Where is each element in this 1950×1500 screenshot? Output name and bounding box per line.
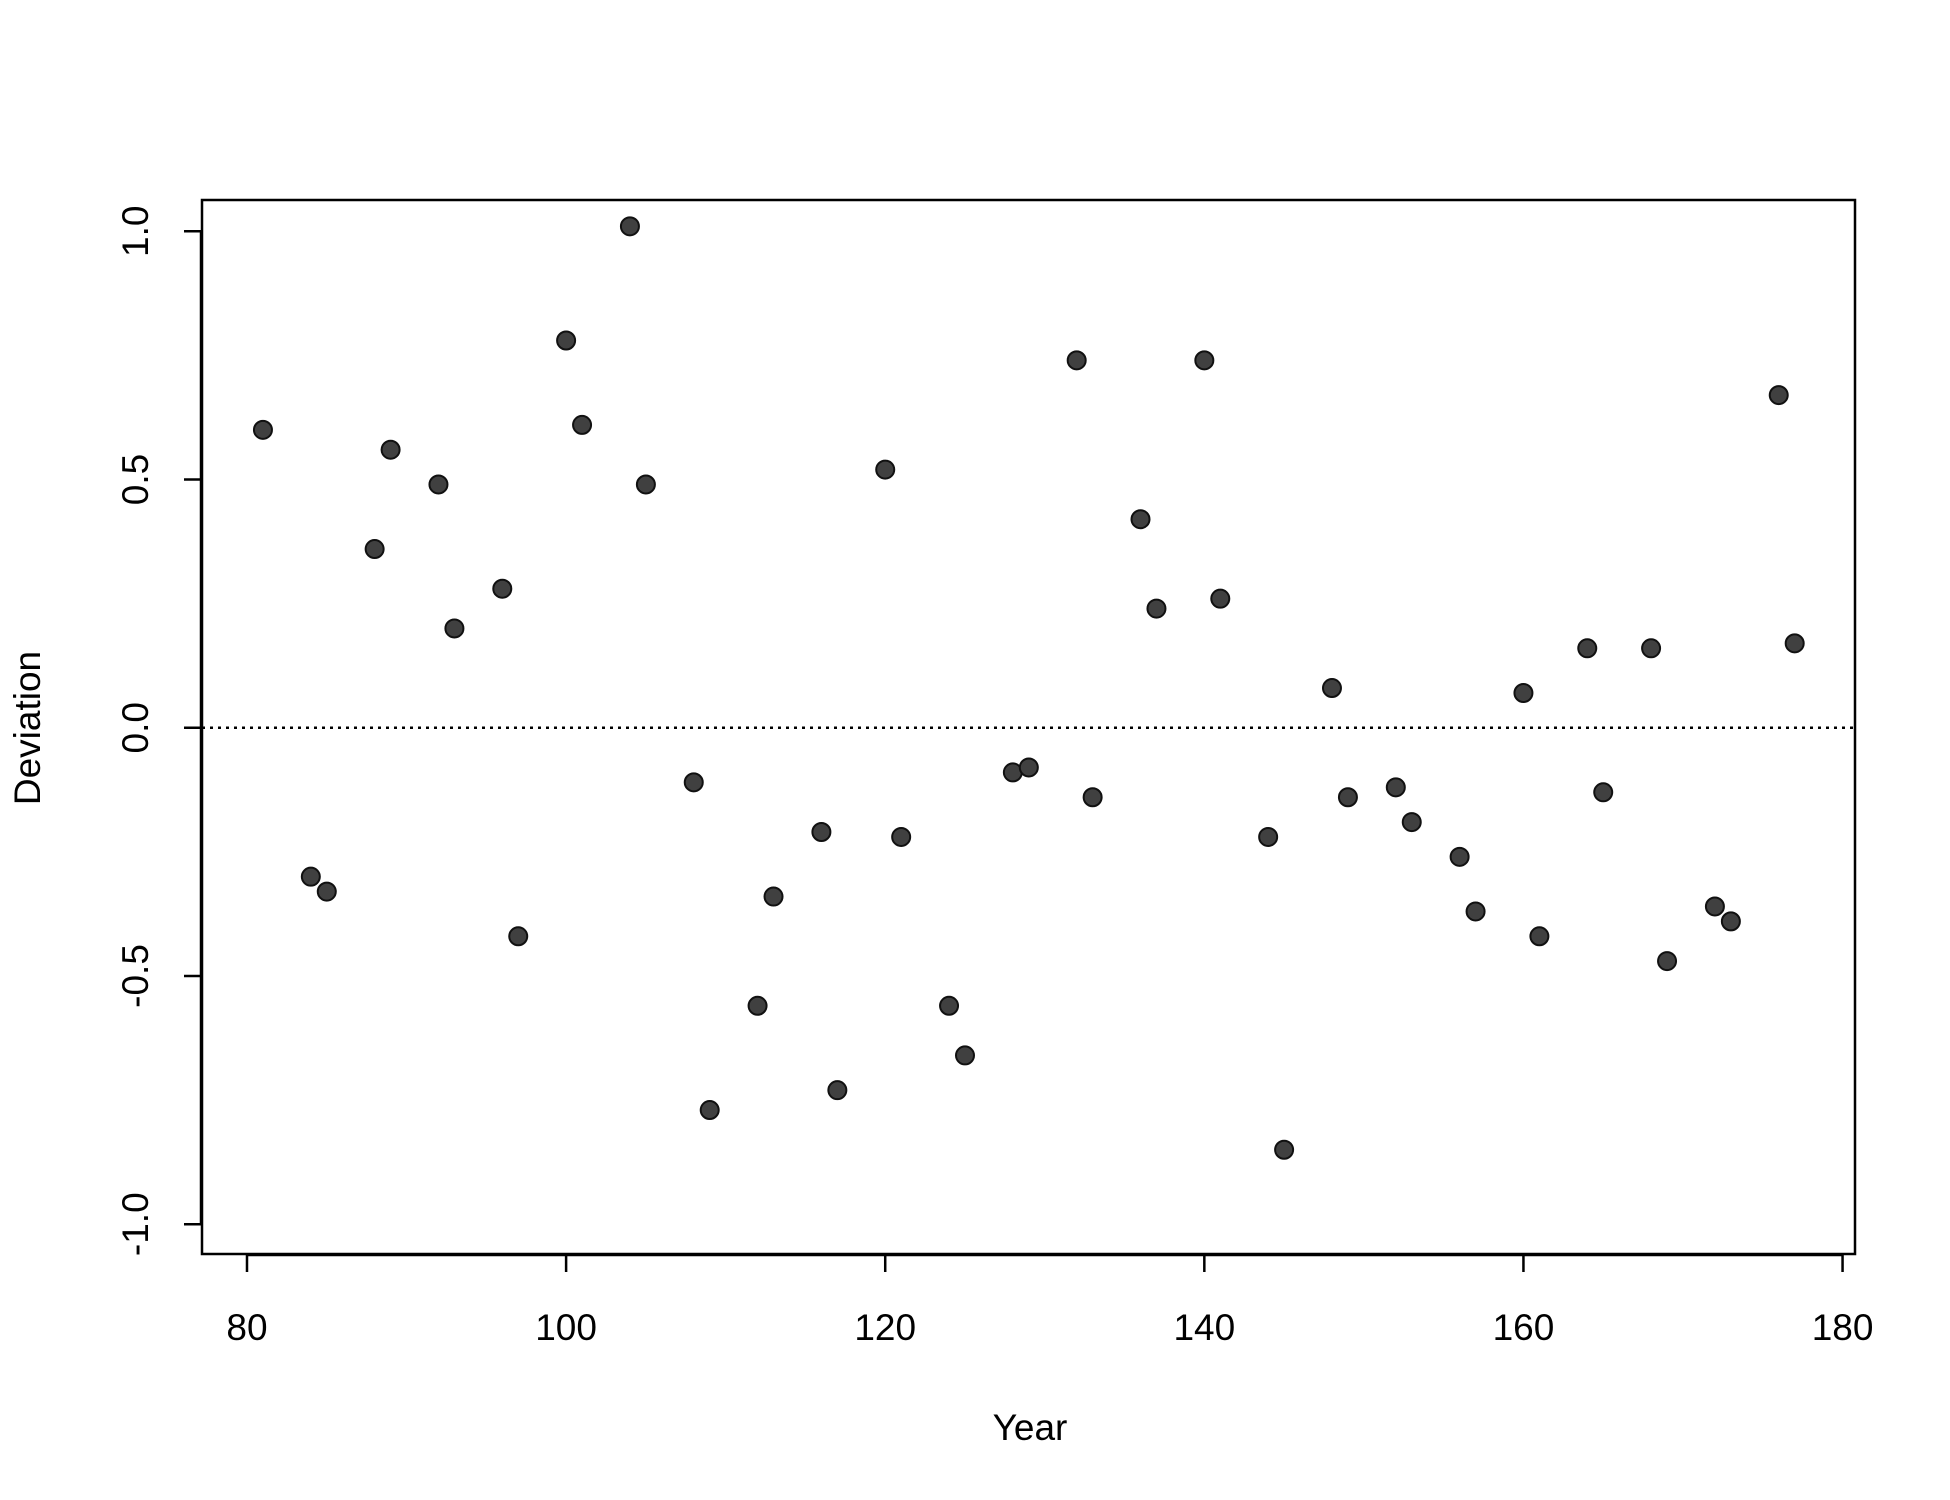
point [1082, 787, 1103, 808]
point [1274, 1139, 1295, 1160]
point [635, 474, 656, 495]
point [747, 995, 768, 1016]
point [1768, 385, 1789, 406]
y-tick-label: 1.0 [115, 206, 156, 257]
point [1641, 638, 1662, 659]
point [1513, 682, 1534, 703]
point [1465, 901, 1486, 922]
point [891, 826, 912, 847]
point [380, 439, 401, 460]
x-tick-label: 100 [535, 1307, 597, 1348]
point [699, 1100, 720, 1121]
point [300, 866, 321, 887]
point [316, 881, 337, 902]
y-tick-label: -1.0 [115, 1192, 156, 1256]
point [1146, 598, 1167, 619]
point [619, 216, 640, 237]
point [364, 539, 385, 560]
y-tick-label: -0.5 [115, 944, 156, 1008]
x-tick-label: 80 [226, 1307, 267, 1348]
point [1529, 926, 1550, 947]
y-axis-label: Deviation [7, 651, 48, 805]
point [827, 1080, 848, 1101]
point [1593, 782, 1614, 803]
point [683, 772, 704, 793]
point [1704, 896, 1725, 917]
point [811, 822, 832, 843]
point [875, 459, 896, 480]
y-tick-label: 0.0 [115, 702, 156, 753]
point [1657, 951, 1678, 972]
point [1018, 757, 1039, 778]
x-tick-label: 120 [854, 1307, 916, 1348]
point [1066, 350, 1087, 371]
point [556, 330, 577, 351]
x-tick-label: 180 [1812, 1307, 1874, 1348]
point [508, 926, 529, 947]
x-tick-label: 160 [1493, 1307, 1555, 1348]
x-axis-label: Year [993, 1407, 1068, 1448]
point [1401, 812, 1422, 833]
point [1194, 350, 1215, 371]
point [1577, 638, 1598, 659]
point [1449, 846, 1470, 867]
point [1720, 911, 1741, 932]
point [954, 1045, 975, 1066]
point [1385, 777, 1406, 798]
point [1210, 588, 1231, 609]
point [572, 414, 593, 435]
point [428, 474, 449, 495]
point [492, 578, 513, 599]
point [1321, 678, 1342, 699]
point [939, 995, 960, 1016]
point [763, 886, 784, 907]
x-tick-label: 140 [1173, 1307, 1235, 1348]
point [444, 618, 465, 639]
point [1258, 826, 1279, 847]
point [1130, 509, 1151, 530]
y-tick-label: 0.5 [115, 454, 156, 505]
point [1784, 633, 1805, 654]
point [1337, 787, 1358, 808]
point [252, 419, 273, 440]
